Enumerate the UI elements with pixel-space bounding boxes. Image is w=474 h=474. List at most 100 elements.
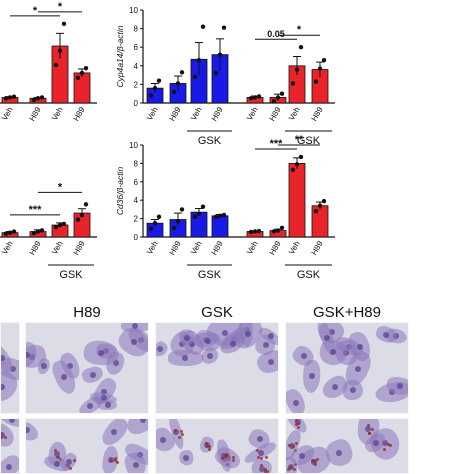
lipid-droplet [180, 433, 184, 437]
data-point [79, 213, 85, 218]
cell-nucleus [40, 363, 47, 370]
data-point [275, 228, 281, 233]
cell-nucleus [330, 349, 337, 356]
x-tick-label: H89 [28, 239, 43, 257]
group-label: GSK [297, 135, 321, 147]
cell-nucleus [1, 355, 5, 362]
x-tick-label: Veh [245, 240, 260, 256]
data-point [256, 94, 262, 99]
cell-nucleus [160, 437, 167, 444]
group-label: GSK [297, 269, 321, 281]
cell-nucleus [26, 427, 30, 434]
cell-nucleus [101, 395, 108, 402]
lipid-droplet [226, 454, 230, 458]
x-tick-label: Veh [287, 240, 302, 256]
cell-nucleus [382, 440, 389, 447]
y-tick-label: 2 [134, 215, 139, 224]
x-tick-label: H89 [268, 105, 283, 123]
lipid-droplet [257, 456, 261, 460]
cell-nucleus [245, 330, 252, 337]
data-point [317, 66, 323, 71]
y-tick-label: 0 [134, 233, 139, 242]
cell-nucleus [383, 331, 390, 338]
lipid-droplet [263, 470, 267, 473]
data-point [217, 213, 223, 219]
lipid-droplet [266, 470, 270, 473]
data-point [221, 212, 227, 218]
y-tick-label: 8 [134, 25, 139, 34]
lipid-droplet [287, 444, 291, 448]
cell-nucleus [299, 452, 306, 459]
y-tick-label: 10 [129, 141, 138, 150]
data-point [75, 217, 81, 222]
cell-nucleus [323, 335, 330, 342]
cell-nucleus [365, 425, 372, 432]
lipid-droplet [386, 442, 390, 446]
chart-1: Veh H89 Veh H89 * * [0, 1, 97, 123]
lipid-droplet [287, 468, 291, 472]
data-point [179, 70, 185, 75]
data-point [294, 162, 300, 167]
data-point [61, 21, 67, 27]
cell-nucleus [54, 450, 61, 457]
cell-nucleus [206, 353, 213, 360]
cell-nucleus [139, 419, 146, 424]
x-tick-label: H89 [210, 105, 225, 123]
lipid-droplet [208, 445, 212, 449]
lipid-droplet [1, 436, 3, 440]
data-point [53, 62, 59, 68]
cell-nucleus [53, 460, 60, 467]
data-point [171, 89, 177, 95]
cell-nucleus [205, 338, 212, 345]
cell-nucleus [336, 449, 343, 456]
data-point [175, 81, 181, 86]
lipid-droplet [114, 458, 118, 462]
data-point [156, 214, 162, 219]
cell-nucleus [26, 351, 31, 358]
data-point [11, 94, 17, 99]
cell-nucleus [372, 439, 379, 446]
data-point [57, 48, 63, 53]
data-point [39, 228, 45, 233]
lipid-droplet [231, 458, 235, 462]
data-point [179, 207, 185, 212]
lipid-droplet [73, 459, 77, 463]
group-label: GSK [198, 135, 222, 147]
lipid-droplet [225, 452, 229, 456]
lipid-droplet [224, 455, 228, 459]
cell-nucleus [267, 333, 274, 340]
lipid-droplet [53, 449, 57, 453]
data-point [61, 221, 67, 227]
lipid-droplet [206, 444, 210, 448]
micrograph-h89-bottom [25, 418, 149, 474]
lipid-droplet [292, 445, 296, 449]
data-point [200, 204, 206, 209]
bar [288, 162, 306, 238]
significance-label: * [58, 181, 63, 193]
x-tick-label: Veh [145, 106, 160, 122]
data-point [290, 167, 296, 173]
significance-label: * [33, 5, 38, 17]
cell-nucleus [157, 345, 164, 352]
group-label: GSK [198, 269, 222, 281]
cell-nucleus [292, 399, 299, 406]
data-point [192, 74, 198, 80]
data-point [148, 226, 154, 231]
data-point [256, 228, 262, 234]
data-point [7, 230, 13, 235]
bar [211, 215, 229, 238]
cell-nucleus [301, 352, 308, 359]
lipid-droplet [1, 435, 2, 439]
x-tick-label: H89 [310, 239, 325, 257]
x-tick-label: H89 [72, 105, 87, 123]
data-point [213, 214, 219, 219]
lipid-droplet [180, 429, 184, 433]
lipid-droplet [296, 426, 300, 430]
data-point [217, 52, 223, 57]
cell-nucleus [89, 372, 96, 379]
data-point [313, 79, 319, 84]
cell-nucleus [229, 341, 236, 348]
data-point [294, 67, 300, 72]
